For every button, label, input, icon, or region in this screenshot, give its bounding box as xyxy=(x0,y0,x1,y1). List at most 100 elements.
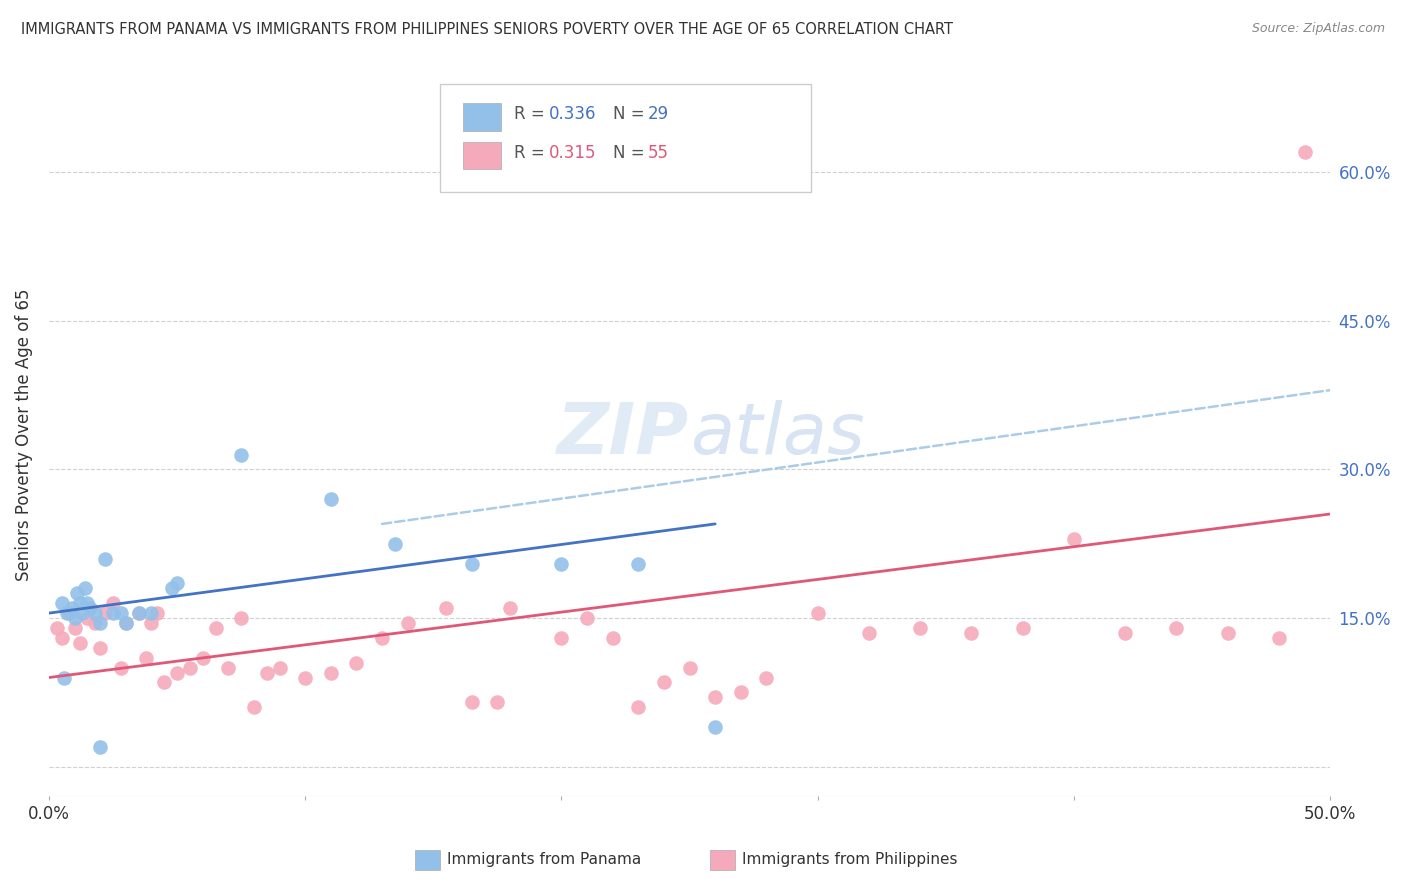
Point xyxy=(69,596,91,610)
Point xyxy=(153,675,176,690)
Text: Immigrants from Panama: Immigrants from Panama xyxy=(447,853,641,867)
Point xyxy=(45,621,67,635)
Point xyxy=(384,537,406,551)
Text: 0.315: 0.315 xyxy=(548,144,596,161)
Point xyxy=(84,606,107,620)
Text: R =: R = xyxy=(515,105,550,123)
Point xyxy=(1011,621,1033,635)
Point xyxy=(60,601,83,615)
Text: ZIP: ZIP xyxy=(557,401,689,469)
Point xyxy=(135,650,157,665)
Point xyxy=(858,626,880,640)
Point xyxy=(256,665,278,680)
Point xyxy=(141,615,163,630)
Point xyxy=(101,596,124,610)
Point xyxy=(94,551,117,566)
Point xyxy=(84,615,107,630)
Point xyxy=(94,606,117,620)
Point xyxy=(115,615,138,630)
Text: Source: ZipAtlas.com: Source: ZipAtlas.com xyxy=(1251,22,1385,36)
Text: N =: N = xyxy=(613,105,650,123)
Point xyxy=(110,606,132,620)
Text: 0.336: 0.336 xyxy=(548,105,596,123)
Point xyxy=(128,606,150,620)
Point xyxy=(56,606,79,620)
Point xyxy=(231,611,253,625)
Point xyxy=(166,576,188,591)
Point xyxy=(704,720,727,734)
Point xyxy=(1294,145,1316,160)
Point xyxy=(110,660,132,674)
Point xyxy=(550,557,572,571)
Point xyxy=(486,695,509,709)
Point xyxy=(294,671,316,685)
Point xyxy=(461,557,484,571)
Point xyxy=(76,611,98,625)
Point xyxy=(269,660,291,674)
Text: N =: N = xyxy=(613,144,650,161)
Point xyxy=(58,606,80,620)
Point xyxy=(396,615,419,630)
Point xyxy=(63,621,86,635)
Point xyxy=(319,665,342,680)
Point xyxy=(346,656,368,670)
Point xyxy=(115,615,138,630)
Point xyxy=(1063,532,1085,546)
Point xyxy=(73,582,96,596)
Y-axis label: Seniors Poverty Over the Age of 65: Seniors Poverty Over the Age of 65 xyxy=(15,288,32,581)
Point xyxy=(627,700,650,714)
Point xyxy=(51,596,73,610)
Point xyxy=(166,665,188,680)
Point xyxy=(191,650,214,665)
Point xyxy=(72,606,94,620)
Point xyxy=(371,631,394,645)
Point xyxy=(602,631,624,645)
Text: 55: 55 xyxy=(647,144,668,161)
Point xyxy=(652,675,675,690)
Text: IMMIGRANTS FROM PANAMA VS IMMIGRANTS FROM PHILIPPINES SENIORS POVERTY OVER THE A: IMMIGRANTS FROM PANAMA VS IMMIGRANTS FRO… xyxy=(21,22,953,37)
Point xyxy=(53,671,76,685)
Point xyxy=(1114,626,1136,640)
Point xyxy=(231,448,253,462)
Point xyxy=(550,631,572,645)
FancyBboxPatch shape xyxy=(463,103,501,131)
Point xyxy=(89,615,111,630)
Point xyxy=(1166,621,1188,635)
Point xyxy=(461,695,484,709)
Point xyxy=(576,611,599,625)
Point xyxy=(499,601,522,615)
Point xyxy=(141,606,163,620)
Text: R =: R = xyxy=(515,144,550,161)
FancyBboxPatch shape xyxy=(463,142,501,169)
Point xyxy=(730,685,752,699)
Point xyxy=(678,660,700,674)
Point xyxy=(1216,626,1239,640)
Point xyxy=(217,660,239,674)
Point xyxy=(69,636,91,650)
Point xyxy=(807,606,830,620)
Point xyxy=(89,739,111,754)
Point xyxy=(960,626,983,640)
Point xyxy=(63,611,86,625)
Point xyxy=(319,492,342,507)
Point xyxy=(627,557,650,571)
FancyBboxPatch shape xyxy=(440,84,811,193)
Point xyxy=(704,690,727,705)
Text: Immigrants from Philippines: Immigrants from Philippines xyxy=(742,853,957,867)
Text: atlas: atlas xyxy=(689,401,865,469)
Point xyxy=(243,700,266,714)
Point xyxy=(755,671,778,685)
Point xyxy=(51,631,73,645)
Point xyxy=(76,596,98,610)
Point xyxy=(434,601,457,615)
Text: 29: 29 xyxy=(647,105,668,123)
Point xyxy=(160,582,183,596)
Point xyxy=(128,606,150,620)
Point xyxy=(79,601,101,615)
Point xyxy=(66,586,89,600)
Point xyxy=(179,660,201,674)
Point xyxy=(101,606,124,620)
Point xyxy=(204,621,226,635)
Point xyxy=(908,621,931,635)
Point xyxy=(89,640,111,655)
